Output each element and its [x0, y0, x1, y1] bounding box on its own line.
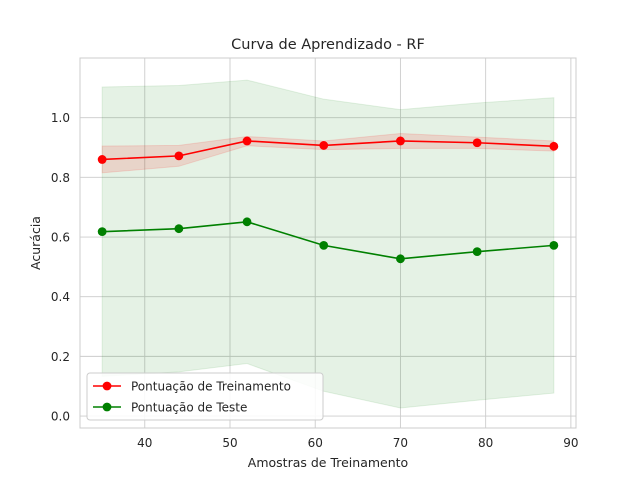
data-point-series-0	[472, 138, 482, 148]
y-tick-label: 0.4	[51, 290, 70, 304]
data-point-series-1	[472, 247, 482, 257]
y-tick-label: 0.0	[51, 410, 70, 424]
y-axis-label: Acurácia	[28, 216, 43, 270]
x-tick-label: 90	[563, 436, 578, 450]
chart-title: Curva de Aprendizado - RF	[231, 37, 425, 53]
legend-box	[86, 372, 324, 421]
legend-label: Pontuação de Treinamento	[131, 380, 291, 394]
y-tick-label: 1.0	[51, 111, 70, 125]
data-point-series-0	[549, 141, 559, 151]
data-point-series-1	[396, 254, 405, 264]
data-point-series-1	[97, 227, 107, 237]
legend-label: Pontuação de Teste	[131, 401, 247, 415]
x-tick-label: 60	[308, 436, 323, 450]
x-tick-label: 40	[137, 436, 152, 450]
series-1	[97, 217, 559, 264]
legend: Pontuação de Treinamento Pontuação de Tes…	[86, 372, 324, 421]
plot-layer: 40 50 60 70 80 90 0.0 0.2 0.4 0.6 0.8 1.0 Pontuação …	[51, 57, 579, 450]
data-point-series-0	[242, 136, 252, 146]
data-point-series-1	[319, 240, 329, 250]
data-point-series-1	[174, 224, 184, 234]
data-point-series-0	[396, 136, 405, 146]
data-point-series-1	[242, 217, 252, 227]
legend-marker-1	[102, 402, 112, 412]
data-point-series-0	[97, 155, 107, 164]
y-tick-label: 0.8	[51, 171, 70, 185]
x-axis-label: Amostras de Treinamento	[248, 455, 408, 470]
x-tick-label: 70	[393, 436, 408, 450]
confidence-band-series-1	[101, 79, 555, 409]
y-tick-label: 0.2	[51, 350, 70, 364]
y-tick-label: 0.6	[51, 231, 70, 245]
legend-marker-0	[102, 381, 112, 391]
data-point-series-0	[174, 151, 184, 161]
series-0	[97, 136, 559, 164]
x-tick-label: 50	[222, 436, 237, 450]
plot-frame	[79, 57, 577, 429]
x-tick-label: 80	[478, 436, 493, 450]
data-point-series-1	[549, 240, 559, 250]
confidence-band-series-0	[101, 132, 555, 174]
data-point-series-0	[319, 141, 329, 150]
